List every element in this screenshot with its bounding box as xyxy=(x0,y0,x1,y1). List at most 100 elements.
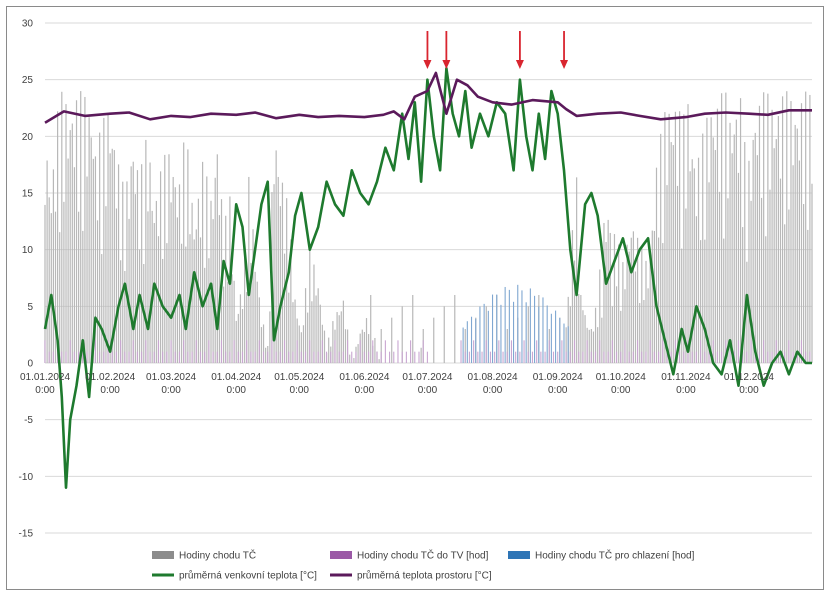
heat-hours-bar xyxy=(666,185,668,363)
heat-hours-bar xyxy=(262,324,265,363)
dhw-hours-bar xyxy=(325,351,328,363)
legend-swatch xyxy=(152,551,174,559)
heat-hours-bar xyxy=(594,307,597,363)
heat-hours-bar xyxy=(317,288,319,363)
heat-hours-bar xyxy=(626,244,628,363)
cooling-hours-bar xyxy=(521,290,523,363)
cooling-hours-bar xyxy=(483,303,485,363)
heat-hours-bar xyxy=(57,111,59,363)
heat-hours-bar xyxy=(687,104,689,363)
dhw-hours-bar xyxy=(679,351,681,363)
legend-swatch xyxy=(330,551,352,559)
heat-hours-bar xyxy=(721,93,723,364)
dhw-hours-bar xyxy=(624,340,626,363)
dhw-hours-bar xyxy=(742,351,744,363)
heat-hours-bar xyxy=(115,208,118,363)
heat-hours-bar xyxy=(674,111,677,363)
dhw-hours-bar xyxy=(393,351,395,363)
dhw-hours-bar xyxy=(582,351,584,363)
heat-hours-bar xyxy=(664,112,666,363)
heat-hours-bar xyxy=(304,288,307,363)
dhw-hours-bar xyxy=(641,351,643,363)
dhw-hours-bar xyxy=(86,351,88,363)
dhw-hours-bar xyxy=(309,340,311,363)
heat-hours-bar xyxy=(269,311,271,363)
heat-hours-bar xyxy=(147,211,149,363)
dhw-hours-bar xyxy=(405,351,407,363)
heat-hours-bar xyxy=(420,347,422,363)
dhw-hours-bar xyxy=(338,351,340,363)
heat-hours-bar xyxy=(92,158,94,363)
cooling-hours-bar xyxy=(508,289,510,363)
dhw-hours-bar xyxy=(157,340,159,363)
y-axis-tick-labels: 30 25 20 15 10 5 0 -5 -10 -15 xyxy=(19,19,34,540)
heat-hours-bar xyxy=(208,258,210,363)
dhw-hours-bar xyxy=(145,340,147,363)
temperature-lines xyxy=(43,67,812,490)
dhw-hours-bar xyxy=(170,340,172,363)
heat-hours-bar xyxy=(643,300,645,363)
heat-hours-bar xyxy=(96,220,99,363)
cooling-hours-bar xyxy=(529,288,531,363)
heat-hours-bar xyxy=(88,117,90,364)
heat-hours-bar xyxy=(117,164,120,363)
heat-hours-bar xyxy=(124,270,126,363)
heat-hours-bar xyxy=(628,251,630,363)
heat-hours-bar xyxy=(744,142,746,363)
heat-hours-bar xyxy=(590,329,592,363)
dhw-hours-bar xyxy=(401,351,403,363)
dhw-hours-bar xyxy=(485,340,487,363)
dhw-hours-bar xyxy=(187,351,189,363)
x-tick-date: 01.09.2024 xyxy=(533,372,583,383)
dhw-hours-bar xyxy=(321,340,323,363)
dhw-hours-bar xyxy=(788,340,790,363)
heat-hours-bar xyxy=(767,93,769,363)
heat-hours-bar xyxy=(773,148,775,363)
x-tick-date: 01.06.2024 xyxy=(339,372,389,383)
heat-hours-bar xyxy=(315,295,317,363)
dhw-hours-bar xyxy=(136,351,138,363)
heat-hours-bar xyxy=(279,206,281,363)
dhw-hours-bar xyxy=(569,351,571,363)
dhw-hours-bar xyxy=(174,351,176,363)
dhw-hours-bar xyxy=(342,351,344,363)
heat-hours-bar xyxy=(99,132,101,363)
heat-hours-bar xyxy=(67,158,69,363)
heat-hours-bar xyxy=(138,249,141,363)
heat-hours-bar xyxy=(811,183,813,363)
legend-label: Hodiny chodu TČ pro chlazení [hod] xyxy=(535,549,695,562)
dhw-hours-bar xyxy=(725,340,727,363)
dhw-hours-bar xyxy=(805,351,807,363)
heat-hours-bar xyxy=(258,297,260,363)
cooling-hours-bar xyxy=(517,284,519,363)
dhw-hours-bar xyxy=(645,351,647,363)
y-tick-label: 20 xyxy=(22,132,34,143)
dhw-hours-bar xyxy=(544,351,546,363)
dhw-hours-bar xyxy=(515,351,517,363)
heat-hours-bar xyxy=(54,211,57,363)
heat-hours-bar xyxy=(44,204,46,363)
heat-hours-bar xyxy=(202,161,204,363)
heat-hours-bar xyxy=(645,260,647,363)
dhw-hours-bar xyxy=(594,351,597,363)
heat-hours-bar xyxy=(685,208,687,363)
heat-hours-bar xyxy=(634,271,637,363)
heat-hours-bar xyxy=(742,227,744,363)
heat-hours-bar xyxy=(775,139,777,363)
heat-hours-bar xyxy=(784,224,786,363)
heat-hours-bar xyxy=(485,306,487,363)
dhw-hours-bar xyxy=(212,351,214,363)
heat-hours-bar xyxy=(693,168,695,363)
annotation-arrow xyxy=(515,31,524,69)
heat-hours-bar xyxy=(750,200,752,363)
dhw-hours-bar xyxy=(44,340,46,363)
legend-label: Hodiny chodu TČ do TV [hod] xyxy=(357,549,489,562)
heat-hours-bar xyxy=(300,332,302,363)
heat-hours-bar xyxy=(712,137,714,363)
dhw-hours-bar xyxy=(746,351,748,363)
dhw-hours-bar xyxy=(489,351,491,363)
heat-hours-bar xyxy=(75,100,78,363)
legend-label: průměrná teplota prostoru [°C] xyxy=(357,570,492,582)
cooling-hours-bar xyxy=(487,310,489,363)
dhw-hours-bar xyxy=(809,351,811,363)
